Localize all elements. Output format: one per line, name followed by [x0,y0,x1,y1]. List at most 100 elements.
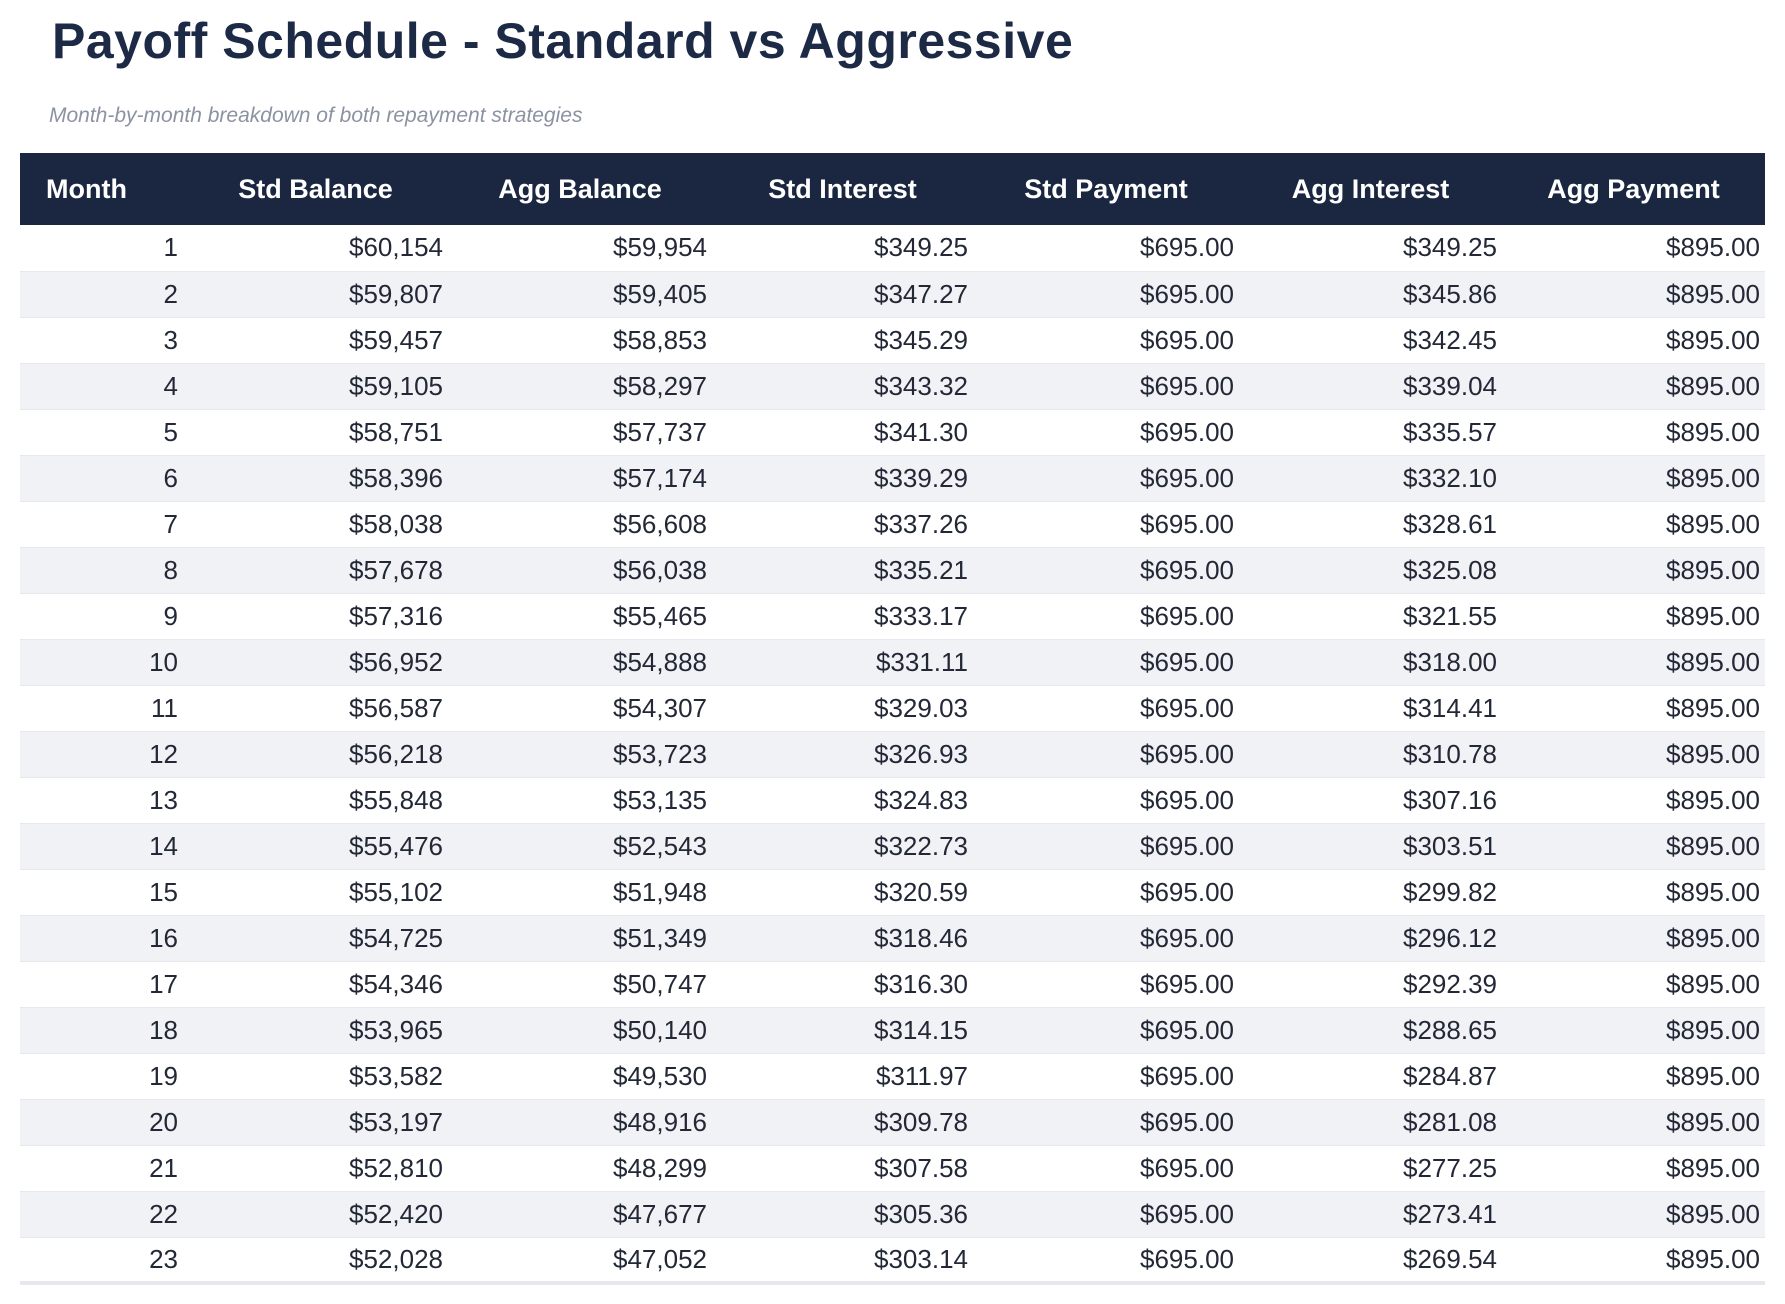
cell-std-payment: $695.00 [1140,738,1234,769]
column-header-agg-balance: Agg Balance [448,153,712,225]
table-row: 3 $59,457 $58,853 $345.29 $695.00 $342.45 $895… [20,317,1765,363]
cell-std-interest: $324.83 [874,784,968,815]
cell-month: 16 [149,922,178,953]
cell-std-payment: $695.00 [1140,462,1234,493]
cell-std-payment: $695.00 [1140,278,1234,309]
cell-std-interest: $311.97 [875,1060,968,1091]
cell-agg-payment: $895.00 [1666,232,1760,263]
cell-std-payment: $695.00 [1140,324,1234,355]
cell-agg-balance: $56,608 [613,508,707,539]
cell-agg-interest: $339.04 [1403,370,1497,401]
cell-std-payment: $695.00 [1140,1152,1234,1183]
cell-month: 12 [149,738,178,769]
cell-std-balance: $55,848 [349,784,443,815]
cell-month: 23 [149,1243,178,1274]
cell-agg-balance: $51,948 [613,876,707,907]
cell-std-balance: $52,028 [349,1243,443,1274]
column-header-month: Month [20,153,183,225]
cell-agg-balance: $50,140 [613,1014,707,1045]
table-row: 16 $54,725 $51,349 $318.46 $695.00 $296.12 $89… [20,915,1765,961]
cell-std-payment: $695.00 [1140,830,1234,861]
table-body: 1 $60,154 $59,954 $349.25 $695.00 $349.25 $895… [20,225,1765,1283]
cell-std-interest: $331.11 [875,646,968,677]
cell-agg-interest: $303.51 [1403,830,1497,861]
table-row: 22 $52,420 $47,677 $305.36 $695.00 $273.41 $89… [20,1191,1765,1237]
cell-agg-interest: $318.00 [1403,646,1497,677]
cell-agg-balance: $58,853 [613,324,707,355]
cell-std-balance: $58,038 [349,508,443,539]
cell-agg-interest: $284.87 [1403,1060,1497,1091]
cell-agg-interest: $328.61 [1403,508,1497,539]
cell-std-interest: $335.21 [874,554,968,585]
cell-month: 13 [149,784,178,815]
cell-agg-payment: $895.00 [1666,784,1760,815]
cell-agg-interest: $349.25 [1403,232,1497,263]
cell-std-interest: $318.46 [874,922,968,953]
cell-agg-interest: $277.25 [1403,1152,1497,1183]
page-subtitle: Month-by-month breakdown of both repayme… [49,104,583,127]
cell-agg-payment: $895.00 [1666,1152,1760,1183]
cell-month: 19 [149,1060,178,1091]
cell-std-balance: $53,197 [349,1106,443,1137]
table-row: 23 $52,028 $47,052 $303.14 $695.00 $269.54 $89… [20,1237,1765,1283]
cell-std-interest: $307.58 [874,1152,968,1183]
cell-std-payment: $695.00 [1140,922,1234,953]
cell-std-balance: $58,751 [349,416,443,447]
cell-agg-interest: $296.12 [1403,922,1497,953]
cell-agg-interest: $292.39 [1403,968,1497,999]
cell-agg-payment: $895.00 [1666,278,1760,309]
cell-agg-balance: $54,888 [613,646,707,677]
cell-std-interest: $343.32 [874,370,968,401]
cell-agg-payment: $895.00 [1666,416,1760,447]
cell-std-payment: $695.00 [1140,692,1234,723]
cell-std-balance: $52,810 [349,1152,443,1183]
table-row: 5 $58,751 $57,737 $341.30 $695.00 $335.57 $895… [20,409,1765,455]
cell-std-payment: $695.00 [1140,600,1234,631]
header-row: Month Std Balance Agg Balance Std Intere… [20,153,1765,225]
cell-month: 15 [149,876,178,907]
cell-std-balance: $54,725 [349,922,443,953]
cell-std-balance: $55,102 [349,876,443,907]
cell-std-interest: $349.25 [874,232,968,263]
table-row: 1 $60,154 $59,954 $349.25 $695.00 $349.25 $895… [20,225,1765,271]
payoff-schedule-table: Month Std Balance Agg Balance Std Intere… [20,153,1765,1285]
cell-std-interest: $316.30 [874,968,968,999]
cell-month: 4 [163,370,178,401]
cell-month: 20 [149,1106,178,1137]
cell-month: 22 [149,1198,178,1229]
table-row: 7 $58,038 $56,608 $337.26 $695.00 $328.61 $895… [20,501,1765,547]
table-row: 18 $53,965 $50,140 $314.15 $695.00 $288.65 $89… [20,1007,1765,1053]
cell-std-interest: $326.93 [874,738,968,769]
cell-agg-balance: $57,174 [613,462,707,493]
cell-agg-payment: $895.00 [1666,1014,1760,1045]
cell-agg-payment: $895.00 [1666,646,1760,677]
cell-agg-interest: $332.10 [1403,462,1497,493]
cell-agg-balance: $53,135 [613,784,707,815]
cell-std-payment: $695.00 [1140,1243,1234,1274]
cell-agg-interest: $314.41 [1403,692,1497,723]
cell-month: 8 [163,554,178,585]
cell-agg-interest: $321.55 [1403,600,1497,631]
cell-std-interest: $341.30 [874,416,968,447]
cell-agg-balance: $47,677 [613,1198,707,1229]
cell-month: 21 [149,1152,178,1183]
cell-std-interest: $333.17 [874,600,968,631]
cell-std-interest: $337.26 [874,508,968,539]
cell-std-balance: $58,396 [349,462,443,493]
cell-std-balance: $56,952 [349,646,443,677]
cell-agg-interest: $325.08 [1403,554,1497,585]
cell-std-balance: $55,476 [349,830,443,861]
cell-agg-payment: $895.00 [1666,1106,1760,1137]
cell-std-interest: $322.73 [874,830,968,861]
cell-std-balance: $53,965 [349,1014,443,1045]
cell-month: 17 [149,968,178,999]
cell-agg-payment: $895.00 [1666,370,1760,401]
cell-std-payment: $695.00 [1140,232,1234,263]
cell-agg-interest: $345.86 [1403,278,1497,309]
cell-agg-balance: $56,038 [613,554,707,585]
cell-std-balance: $57,316 [349,600,443,631]
table-row: 11 $56,587 $54,307 $329.03 $695.00 $314.41 $89… [20,685,1765,731]
table-row: 2 $59,807 $59,405 $347.27 $695.00 $345.86 $895… [20,271,1765,317]
cell-std-interest: $347.27 [874,278,968,309]
cell-agg-interest: $288.65 [1403,1014,1497,1045]
